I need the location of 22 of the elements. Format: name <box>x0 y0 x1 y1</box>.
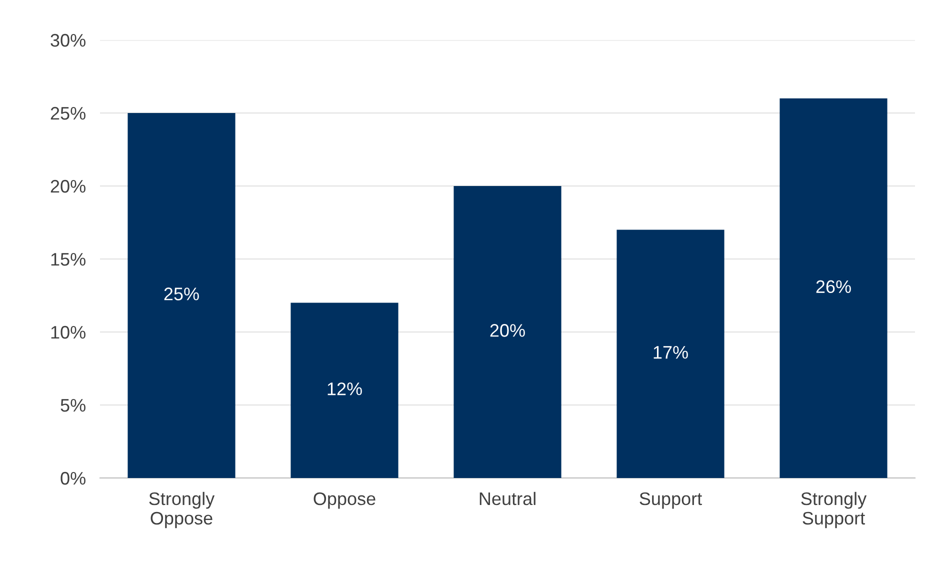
y-tick-label: 10% <box>51 326 86 339</box>
bar <box>616 230 724 478</box>
y-tick-label: 15% <box>51 253 86 266</box>
bar <box>780 98 888 478</box>
y-tick-label: 25% <box>50 106 86 120</box>
y-tick-label: 20% <box>50 180 86 193</box>
data-label: 20% <box>490 324 525 337</box>
data-label: 17% <box>654 346 688 359</box>
data-label: 12% <box>328 382 362 396</box>
x-tick-label: Strongly Oppose <box>149 492 215 528</box>
data-label: 26% <box>816 280 851 294</box>
bar <box>454 186 562 478</box>
data-label: 25% <box>164 288 199 300</box>
x-tick-label: Oppose <box>314 492 376 509</box>
bar <box>128 113 236 478</box>
y-tick-label: 30% <box>50 34 86 47</box>
y-tick-label: 0% <box>60 472 86 485</box>
x-tick-label: Strongly Support <box>801 492 867 528</box>
x-tick-label: Support <box>640 492 702 509</box>
bar <box>290 302 398 478</box>
y-tick-label: 5% <box>60 399 86 412</box>
x-tick-label: Neutral <box>480 492 536 506</box>
